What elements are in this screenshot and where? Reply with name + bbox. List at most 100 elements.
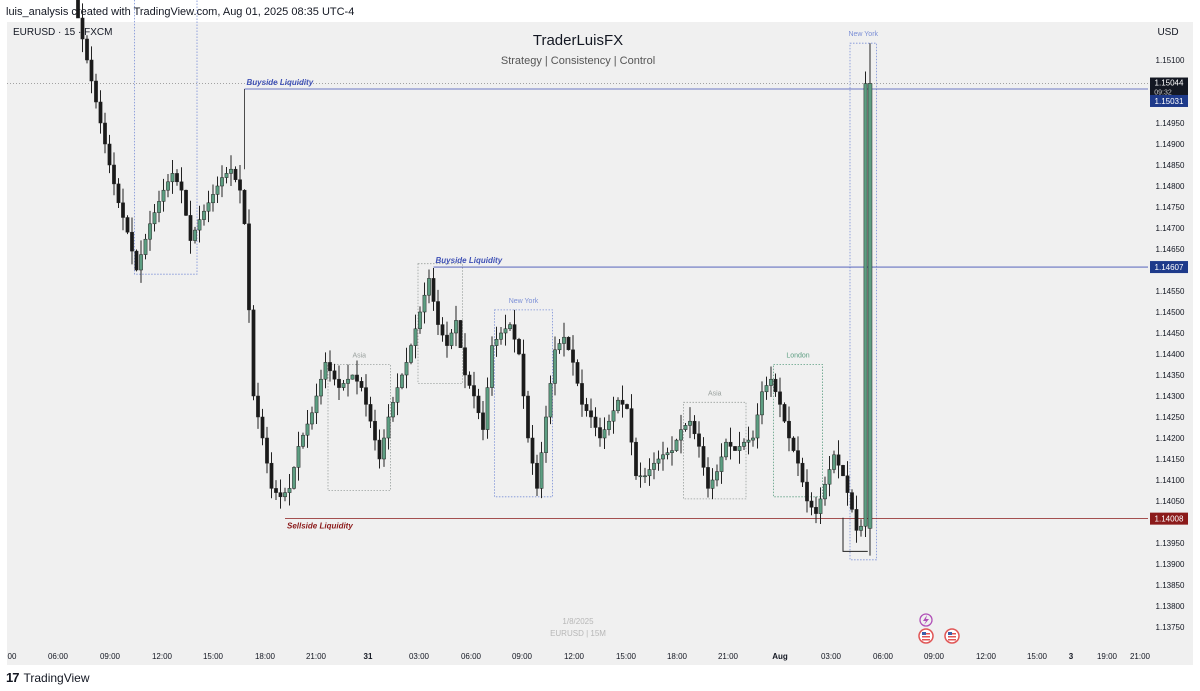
candle-body — [170, 173, 175, 183]
candle-body — [670, 450, 674, 453]
candle-body — [629, 408, 634, 443]
current-price-value: 1.15044 — [1155, 79, 1184, 88]
candle-body — [202, 210, 206, 220]
session-box — [327, 364, 391, 491]
candle-body — [188, 215, 193, 241]
candle-body — [94, 80, 98, 103]
price-tick: 1.14150 — [1156, 455, 1185, 464]
candle-body — [413, 328, 418, 346]
candle-body — [256, 395, 260, 418]
candle-body — [251, 309, 256, 397]
candle-body — [319, 378, 323, 397]
time-tick: 03:00 — [409, 652, 430, 661]
time-tick: 09:00 — [512, 652, 533, 661]
candle-body — [449, 332, 454, 346]
candle-body — [364, 387, 368, 405]
candle-body — [661, 454, 665, 460]
time-tick: 00 — [8, 652, 17, 661]
candle-body — [616, 399, 620, 411]
session-label: New York — [848, 31, 878, 38]
price-tick: 1.14400 — [1156, 350, 1185, 359]
candle-body — [211, 194, 215, 204]
candle-body — [503, 328, 508, 334]
time-axis[interactable]: 00 06:00 09:00 12:00 15:00 18:00 21:00 31 03:00 0… — [8, 652, 1151, 661]
created-by-header: luis_analysis created with TradingView.c… — [6, 6, 355, 18]
footer-brand[interactable]: TradingView — [23, 670, 90, 685]
candle-body — [823, 483, 827, 500]
price-tick: 1.14350 — [1156, 371, 1185, 380]
candle-body — [148, 223, 152, 240]
candle-body — [481, 412, 485, 430]
liquidity-label: Buyside Liquidity — [247, 78, 314, 87]
us-flag-event-icon[interactable] — [918, 628, 934, 644]
candle-body — [485, 387, 490, 430]
candle-body — [206, 202, 211, 212]
price-tick: 1.14750 — [1156, 203, 1185, 212]
candle-body — [143, 238, 148, 255]
candle-body — [755, 414, 760, 439]
candle-body — [85, 38, 89, 61]
session-boxes: Asia New York Asia London New York — [134, 0, 879, 561]
candle-body — [368, 404, 373, 422]
candle-body — [359, 381, 364, 388]
candle-body — [391, 402, 395, 418]
candle-body — [836, 454, 841, 466]
countdown-label: 09:32 — [1154, 90, 1172, 97]
price-badge — [1150, 261, 1188, 274]
candle-body — [346, 378, 350, 384]
candle-body — [377, 439, 382, 460]
candle-body — [607, 420, 611, 430]
candle-body — [350, 374, 355, 380]
watermark-date: 1/8/2025 — [562, 617, 594, 626]
candle-body — [656, 458, 661, 464]
price-axis[interactable]: 1.15100 1.14950 1.14900 1.14850 1.14800 1.147… — [1150, 56, 1188, 632]
lightning-event-icon[interactable] — [919, 613, 933, 627]
candle-body — [467, 374, 472, 386]
candle-body — [355, 374, 359, 382]
candle-body — [292, 467, 296, 489]
time-tick: 06:00 — [48, 652, 69, 661]
price-tick: 1.14050 — [1156, 497, 1185, 506]
footer: 17 TradingView — [6, 670, 90, 685]
candle-body — [737, 446, 742, 451]
price-tick: 1.13950 — [1156, 539, 1185, 548]
price-tick: 1.14700 — [1156, 224, 1185, 233]
candle-body — [130, 231, 134, 252]
candle-body — [436, 301, 440, 325]
current-price-badge — [1150, 77, 1188, 98]
tradingview-logo-icon: 17 — [6, 670, 20, 685]
candle-body — [827, 469, 832, 485]
candle-body — [395, 387, 400, 403]
candle-body — [715, 471, 719, 481]
time-tick: 12:00 — [564, 652, 585, 661]
candle-body — [544, 416, 548, 453]
candle-body — [728, 441, 733, 447]
time-tick: 09:00 — [924, 652, 945, 661]
session-box — [773, 364, 823, 498]
candle-body — [530, 437, 535, 464]
candle-body — [512, 324, 517, 340]
us-flag-event-icon[interactable] — [944, 628, 960, 644]
candle-body — [832, 454, 836, 470]
plot-area[interactable] — [7, 22, 1148, 665]
price-scale-area[interactable] — [1148, 22, 1193, 665]
candle-body — [557, 343, 562, 351]
candle-body — [580, 383, 584, 405]
candle-body — [152, 212, 157, 225]
candle-body — [431, 278, 436, 302]
symbol-label[interactable]: EURUSD · 15 · FXCM — [13, 27, 112, 38]
liquidity-label: Buyside Liquidity — [436, 256, 503, 265]
candle-body — [89, 59, 94, 82]
price-tick: 1.14500 — [1156, 308, 1185, 317]
candle-body — [440, 324, 445, 336]
currency-label[interactable]: USD — [1157, 27, 1178, 38]
candle-body — [679, 429, 683, 441]
candle-body — [422, 294, 427, 313]
candle-body — [157, 201, 161, 213]
candle-body — [233, 168, 238, 180]
price-badge-value: 1.14607 — [1155, 263, 1184, 272]
candle-body — [697, 433, 701, 447]
session-label: London — [786, 353, 809, 360]
candle-body — [710, 479, 715, 489]
